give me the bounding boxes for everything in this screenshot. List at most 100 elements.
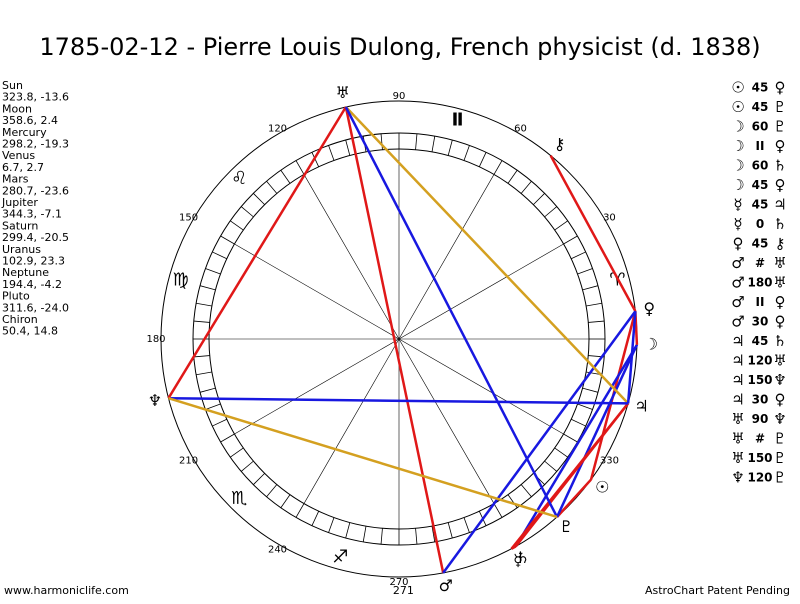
spoke: [398, 338, 564, 435]
ring-tick: [311, 152, 320, 167]
degree-label: 90: [393, 91, 406, 102]
aspect-angle: 45: [752, 237, 769, 251]
aspect-from: ♆: [731, 469, 744, 487]
aspect-line: [556, 478, 592, 518]
aspect-line: [626, 311, 637, 404]
aspect-to: ♆: [773, 410, 786, 428]
planet-name: Mars: [2, 173, 29, 186]
aspect-to: ♅: [773, 352, 786, 370]
planet-glyph: ♇: [559, 517, 573, 536]
ring-tick: [345, 139, 351, 156]
aspect-to: ♇: [773, 449, 786, 467]
planet-name: Mercury: [2, 126, 47, 139]
ring-tick: [478, 152, 487, 167]
degree-label: 270: [389, 577, 408, 588]
aspect-to: ♇: [773, 430, 786, 448]
ring-tick: [220, 235, 235, 245]
planet-glyph: ☿: [513, 551, 523, 570]
aspect-from: ♂: [731, 254, 744, 272]
ring-tick: [205, 403, 221, 410]
planet-glyph: ⚷: [554, 134, 566, 153]
spoke: [398, 174, 495, 340]
ring-tick: [253, 193, 265, 205]
ring-tick: [493, 160, 503, 175]
aspect-line: [549, 155, 637, 312]
planet-name: Saturn: [2, 219, 38, 232]
ring-tick: [253, 473, 265, 485]
planet-glyph: ☉: [595, 477, 609, 496]
ring-tick: [447, 139, 453, 156]
aspect-from: ☽: [731, 137, 744, 155]
aspect-angle: 45: [752, 81, 769, 95]
aspect-angle: 150: [747, 373, 772, 387]
aspect-from: ♅: [731, 449, 744, 467]
ring-tick: [295, 160, 305, 175]
planet-position: 280.7, -23.6: [2, 184, 69, 197]
aspect-from: ♂: [731, 313, 744, 331]
ring-tick: [196, 302, 212, 307]
aspect-to: ♀: [775, 313, 786, 331]
aspect-to: ⚷: [775, 235, 786, 253]
ring-tick: [582, 387, 599, 393]
aspect-from: ♀: [733, 235, 744, 253]
ring-tick: [380, 528, 383, 545]
aspect-from: ♅: [731, 410, 744, 428]
aspect-angle: 180: [747, 276, 772, 290]
planet-name: Pluto: [2, 290, 30, 303]
ring-tick: [328, 145, 335, 161]
ring-tick: [280, 494, 291, 508]
spoke: [234, 338, 400, 435]
ring-tick: [220, 433, 235, 443]
ring-tick: [463, 145, 470, 161]
ring-tick: [205, 268, 221, 275]
ring-tick: [196, 371, 212, 376]
aspect-angle: 30: [752, 315, 769, 329]
degree-label: 330: [600, 456, 619, 467]
planet-name: Neptune: [2, 266, 49, 279]
ring-tick: [563, 235, 578, 245]
footer-left: www.harmoniclife.com: [4, 584, 129, 597]
ring-tick: [230, 447, 244, 458]
aspect-angle: II: [756, 295, 765, 309]
ring-tick: [311, 511, 320, 526]
spoke: [234, 243, 400, 340]
ring-tick: [544, 460, 558, 472]
ring-tick: [588, 320, 605, 323]
ring-tick: [554, 220, 568, 231]
aspect-from: ☽: [731, 157, 744, 175]
ring-tick: [571, 418, 586, 427]
ring-tick: [586, 302, 602, 307]
degree-label: 240: [268, 544, 287, 555]
planet-glyph: ☽: [644, 335, 658, 354]
aspect-to: ♆: [773, 371, 786, 389]
aspect-line: [442, 310, 637, 574]
aspect-angle: 45: [752, 178, 769, 192]
aspect-line: [555, 344, 639, 518]
ring-tick: [362, 526, 367, 542]
ring-tick: [563, 433, 578, 443]
aspect-from: ☿: [733, 196, 742, 214]
planet-name: Chiron: [2, 313, 38, 326]
ring-tick: [380, 133, 383, 150]
aspect-to: ♄: [773, 215, 786, 233]
aspect-to: ♇: [773, 469, 786, 487]
spoke: [398, 338, 495, 504]
aspect-from: ☉: [731, 98, 744, 116]
ring-tick: [193, 320, 210, 323]
aspect-from: ☽: [731, 176, 744, 194]
planet-glyph: ♃: [634, 397, 648, 416]
ascendant-label: 271: [393, 584, 414, 597]
degree-label: 180: [146, 334, 165, 345]
planet-glyph: ♀: [643, 299, 655, 318]
planet-glyph: ♅: [336, 83, 350, 102]
aspect-angle: 120: [747, 471, 772, 485]
aspect-angle: 30: [752, 393, 769, 407]
planet-position: 344.3, -7.1: [2, 208, 62, 221]
ring-tick: [577, 403, 593, 410]
ring-tick: [431, 526, 436, 542]
aspect-angle: 150: [747, 451, 772, 465]
aspect-from: ☽: [731, 118, 744, 136]
aspect-to: ♀: [775, 293, 786, 311]
aspect-angle: 45: [752, 100, 769, 114]
